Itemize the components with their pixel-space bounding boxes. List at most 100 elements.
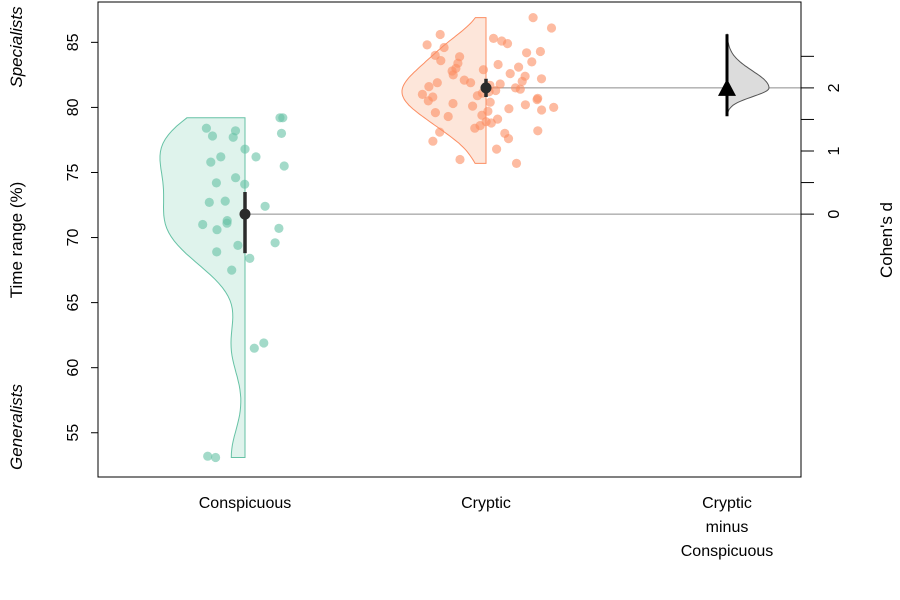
point-cryptic-42 xyxy=(485,97,495,107)
point-conspicuous-1 xyxy=(278,113,288,123)
mean-marker-cryptic xyxy=(480,82,492,94)
right-axis-title: Cohen's d xyxy=(877,202,896,278)
mean-marker-conspicuous xyxy=(239,208,251,220)
point-conspicuous-4 xyxy=(276,128,287,138)
x-label-effect-line-1: minus xyxy=(706,519,749,536)
point-cryptic-9 xyxy=(522,48,532,58)
point-cryptic-36 xyxy=(417,89,427,99)
point-cryptic-62 xyxy=(428,136,438,146)
point-conspicuous-27 xyxy=(227,265,237,275)
point-cryptic-43 xyxy=(448,98,458,109)
point-cryptic-15 xyxy=(493,59,503,70)
point-cryptic-1 xyxy=(546,23,557,33)
point-cryptic-5 xyxy=(502,39,513,49)
point-cryptic-40 xyxy=(532,95,542,105)
point-conspicuous-11 xyxy=(279,161,289,171)
point-cryptic-7 xyxy=(439,42,449,53)
point-cryptic-48 xyxy=(537,105,547,115)
point-conspicuous-15 xyxy=(220,196,230,206)
point-cryptic-47 xyxy=(504,104,514,114)
point-cryptic-0 xyxy=(528,13,538,23)
point-conspicuous-8 xyxy=(251,152,261,162)
point-cryptic-37 xyxy=(472,91,482,101)
point-cryptic-46 xyxy=(549,102,559,112)
violin-cryptic xyxy=(401,17,487,164)
point-cryptic-23 xyxy=(536,74,547,84)
point-cryptic-8 xyxy=(535,46,546,57)
x-axis-labels: Conspicuous Cryptic Cryptic minus Conspicuou… xyxy=(199,495,774,560)
point-cryptic-65 xyxy=(511,158,522,168)
point-cryptic-44 xyxy=(520,100,531,110)
point-cryptic-57 xyxy=(470,123,480,133)
point-conspicuous-20 xyxy=(198,219,208,230)
right-axis: 0 1 2 xyxy=(800,55,843,219)
point-conspicuous-17 xyxy=(260,201,270,211)
y-tick-label-85: 85 xyxy=(65,33,82,51)
right-tick-label-2: 2 xyxy=(826,83,843,92)
point-cryptic-3 xyxy=(488,33,499,44)
point-cryptic-6 xyxy=(422,40,432,50)
point-conspicuous-7 xyxy=(240,144,250,154)
y-tick-label-60: 60 xyxy=(65,359,82,377)
effect-size-distribution xyxy=(726,33,770,114)
point-conspicuous-13 xyxy=(211,178,221,188)
point-conspicuous-2 xyxy=(201,123,211,133)
point-cryptic-27 xyxy=(432,78,442,88)
generalists-annotation: Generalists xyxy=(7,384,26,470)
point-cryptic-12 xyxy=(436,56,446,66)
point-conspicuous-12 xyxy=(231,173,241,183)
point-conspicuous-23 xyxy=(270,238,280,248)
point-conspicuous-31 xyxy=(211,452,221,463)
data-points-layer xyxy=(198,13,559,463)
point-cryptic-50 xyxy=(430,108,440,118)
point-cryptic-63 xyxy=(492,144,502,154)
point-cryptic-32 xyxy=(515,84,525,94)
plot-frame xyxy=(97,1,802,478)
y-tick-label-80: 80 xyxy=(65,98,82,116)
point-cryptic-45 xyxy=(468,101,478,111)
x-label-conspicuous: Conspicuous xyxy=(199,495,292,512)
x-label-cryptic: Cryptic xyxy=(461,495,511,512)
point-cryptic-51 xyxy=(477,110,487,120)
point-cryptic-16 xyxy=(514,62,524,72)
y-axis-title: Time range (%) xyxy=(7,182,26,299)
point-cryptic-30 xyxy=(424,82,434,92)
effect-estimate-marker xyxy=(718,78,736,96)
point-cryptic-13 xyxy=(527,57,537,67)
point-cryptic-55 xyxy=(486,118,496,128)
violin-conspicuous xyxy=(159,117,246,458)
point-cryptic-41 xyxy=(423,96,433,106)
right-tick-label-1: 1 xyxy=(826,146,843,155)
point-conspicuous-5 xyxy=(207,131,218,141)
point-conspicuous-26 xyxy=(245,253,255,263)
point-conspicuous-19 xyxy=(222,218,232,228)
point-cryptic-58 xyxy=(533,126,543,136)
point-conspicuous-6 xyxy=(228,132,238,142)
y-tick-label-55: 55 xyxy=(65,424,82,442)
mean-ci-layer xyxy=(239,33,770,254)
y-tick-label-65: 65 xyxy=(65,294,82,312)
y-tick-label-75: 75 xyxy=(65,163,82,181)
point-conspicuous-28 xyxy=(259,338,269,348)
point-cryptic-64 xyxy=(455,154,465,165)
right-tick-label-0: 0 xyxy=(826,210,843,219)
point-cryptic-18 xyxy=(478,65,488,75)
point-conspicuous-14 xyxy=(240,179,250,189)
point-conspicuous-21 xyxy=(274,223,284,233)
point-conspicuous-9 xyxy=(216,152,226,162)
point-conspicuous-29 xyxy=(249,343,259,353)
point-conspicuous-25 xyxy=(212,247,222,257)
point-conspicuous-10 xyxy=(206,157,216,167)
point-cryptic-21 xyxy=(448,70,458,80)
point-conspicuous-24 xyxy=(233,240,243,250)
left-axis: 55 60 65 70 75 80 85 xyxy=(65,33,98,442)
point-cryptic-52 xyxy=(443,111,453,122)
point-cryptic-28 xyxy=(495,79,505,89)
point-conspicuous-22 xyxy=(212,225,222,235)
point-conspicuous-16 xyxy=(204,197,214,207)
point-cryptic-59 xyxy=(435,127,445,137)
x-label-effect-line-2: Conspicuous xyxy=(681,543,774,560)
x-label-effect-line-0: Cryptic xyxy=(702,495,752,512)
point-cryptic-20 xyxy=(505,69,515,79)
